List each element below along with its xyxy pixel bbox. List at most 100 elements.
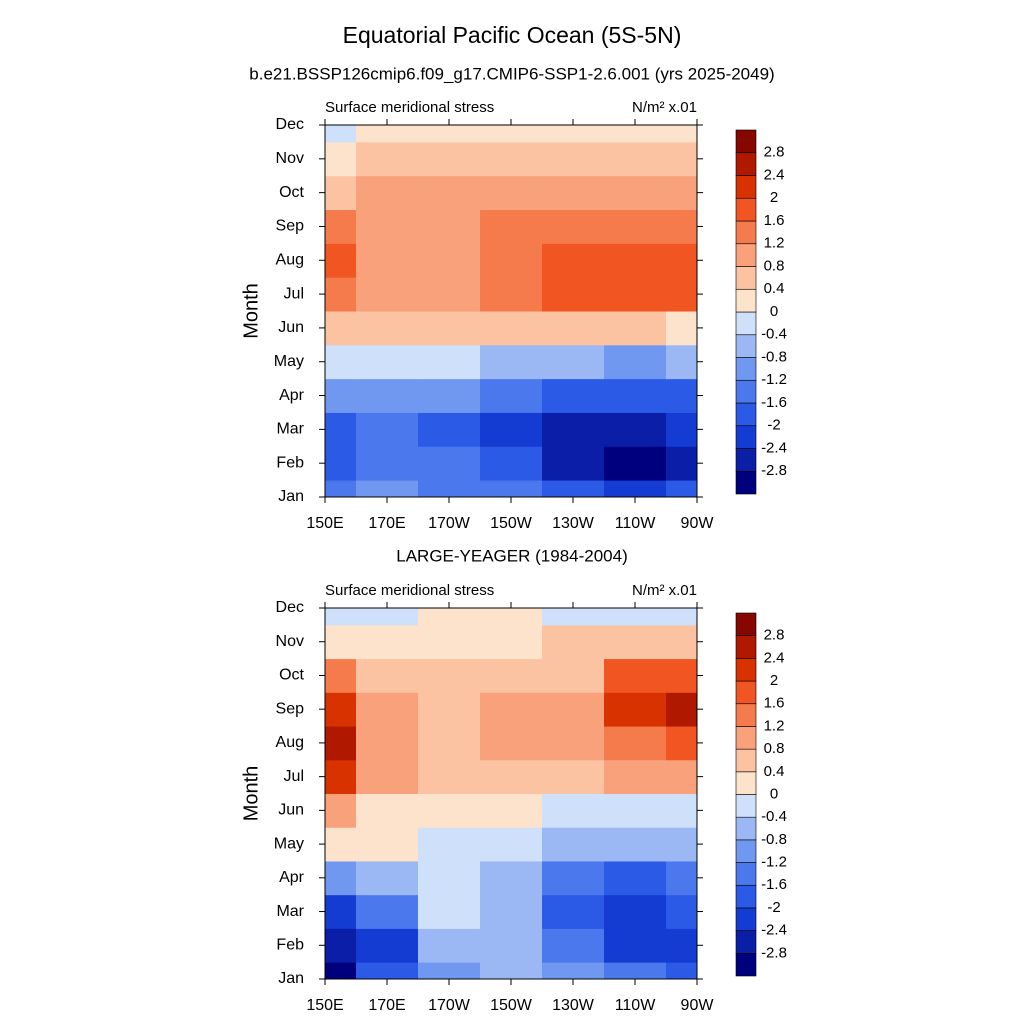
contour-cell	[325, 928, 357, 963]
legend-swatch	[735, 816, 757, 841]
contour-cell	[418, 141, 481, 177]
contour-cell	[418, 962, 481, 980]
legend-swatch	[735, 266, 757, 290]
contour-cell	[542, 692, 605, 727]
contour-cell	[542, 141, 605, 177]
y-tick-label: Feb	[276, 454, 304, 471]
y-axis-label: Month	[240, 766, 262, 822]
contour-cell	[418, 125, 481, 143]
x-tick-label: 110W	[615, 997, 657, 1014]
contour-cell	[666, 962, 698, 980]
contour-cell	[418, 759, 481, 794]
legend-label: -1.6	[761, 394, 787, 411]
contour-cell	[480, 658, 543, 693]
contour-cell	[325, 692, 357, 727]
contour-cell	[480, 860, 543, 896]
contour-cell	[325, 175, 357, 211]
legend-swatch	[735, 862, 757, 886]
contour-cell	[604, 894, 667, 929]
y-tick-label: Jul	[284, 768, 304, 785]
contour-cell	[542, 894, 605, 929]
contour-cell	[356, 928, 419, 963]
contour-cell	[604, 344, 667, 380]
x-tick-label: 150E	[306, 515, 343, 532]
contour-cell	[666, 209, 698, 244]
legend-swatch	[735, 175, 757, 199]
legend-label: -2.4	[761, 922, 787, 939]
y-tick-label: Oct	[279, 184, 304, 201]
contour-cell	[666, 344, 698, 380]
contour-cell	[480, 141, 543, 177]
legend-swatch	[735, 448, 757, 472]
contour-cell	[542, 793, 605, 828]
contour-cell	[542, 658, 605, 693]
legend-label: -0.4	[761, 326, 787, 343]
contour-cell	[356, 608, 419, 626]
contour-cell	[604, 658, 667, 693]
legend-label: 0	[770, 785, 778, 802]
y-axis-label: Month	[240, 283, 262, 339]
contour-cell	[480, 311, 543, 346]
contour-cell	[480, 412, 543, 447]
contour-cell	[542, 243, 605, 278]
legend-label: -2	[767, 417, 780, 434]
legend-swatch	[735, 794, 757, 818]
contour-cell	[542, 175, 605, 211]
contour-cell	[480, 827, 543, 862]
contour-cell	[666, 243, 698, 278]
x-tick-label: 90W	[681, 515, 715, 532]
contour-cell	[604, 962, 667, 980]
contour-cell	[325, 726, 357, 761]
contour-cell	[542, 412, 605, 447]
contour-cell	[356, 209, 419, 244]
contour-cell	[604, 928, 667, 963]
legend-swatch	[735, 129, 757, 154]
contour-cell	[604, 726, 667, 761]
contour-cell	[542, 209, 605, 244]
contour-cell	[480, 759, 543, 794]
panel-title: b.e21.BSSP126cmip6.f09_g17.CMIP6-SSP1-2.…	[249, 64, 774, 83]
y-tick-label: May	[274, 353, 304, 370]
contour-cell	[542, 125, 605, 143]
contour-cell	[418, 209, 481, 244]
contour-cell	[325, 894, 357, 929]
contour-cell	[325, 759, 357, 794]
y-tick-label: Jul	[284, 285, 304, 302]
contour-cell	[480, 894, 543, 929]
contour-cell	[418, 480, 481, 498]
contour-cell	[542, 277, 605, 312]
legend-label: -1.6	[761, 876, 787, 893]
legend-swatch	[735, 658, 757, 682]
contour-cell	[418, 726, 481, 761]
contour-cell	[480, 793, 543, 828]
contour-cell	[325, 827, 357, 862]
left-label: Surface meridional stress	[325, 99, 494, 116]
y-tick-label: Mar	[276, 421, 304, 438]
x-tick-label: 130W	[552, 997, 595, 1014]
contour-cell	[480, 608, 543, 626]
contour-cell	[666, 928, 698, 963]
contour-cell	[666, 175, 698, 211]
y-tick-label: Dec	[276, 599, 304, 616]
contour-cell	[356, 692, 419, 727]
contour-cell	[325, 608, 357, 626]
y-tick-label: Nov	[276, 633, 304, 650]
legend-label: 0.4	[764, 280, 785, 297]
contour-cell	[542, 446, 605, 481]
contour-cell	[666, 125, 698, 143]
x-tick-label: 150W	[490, 997, 533, 1014]
legend-label: 0.8	[764, 257, 785, 274]
legend-label: -2.8	[761, 944, 787, 961]
x-tick-label: 110W	[615, 515, 657, 532]
contour-cell	[666, 726, 698, 761]
contour-cell	[356, 726, 419, 761]
legend-label: 2.4	[764, 649, 785, 666]
panel-title: LARGE-YEAGER (1984-2004)	[396, 546, 628, 565]
contour-cell	[325, 344, 357, 380]
x-tick-label: 170W	[428, 997, 471, 1014]
contour-cell	[604, 446, 667, 481]
contour-cell	[418, 860, 481, 896]
legend-label: -1.2	[761, 371, 787, 388]
contour-cell	[604, 412, 667, 447]
contour-cell	[356, 446, 419, 481]
